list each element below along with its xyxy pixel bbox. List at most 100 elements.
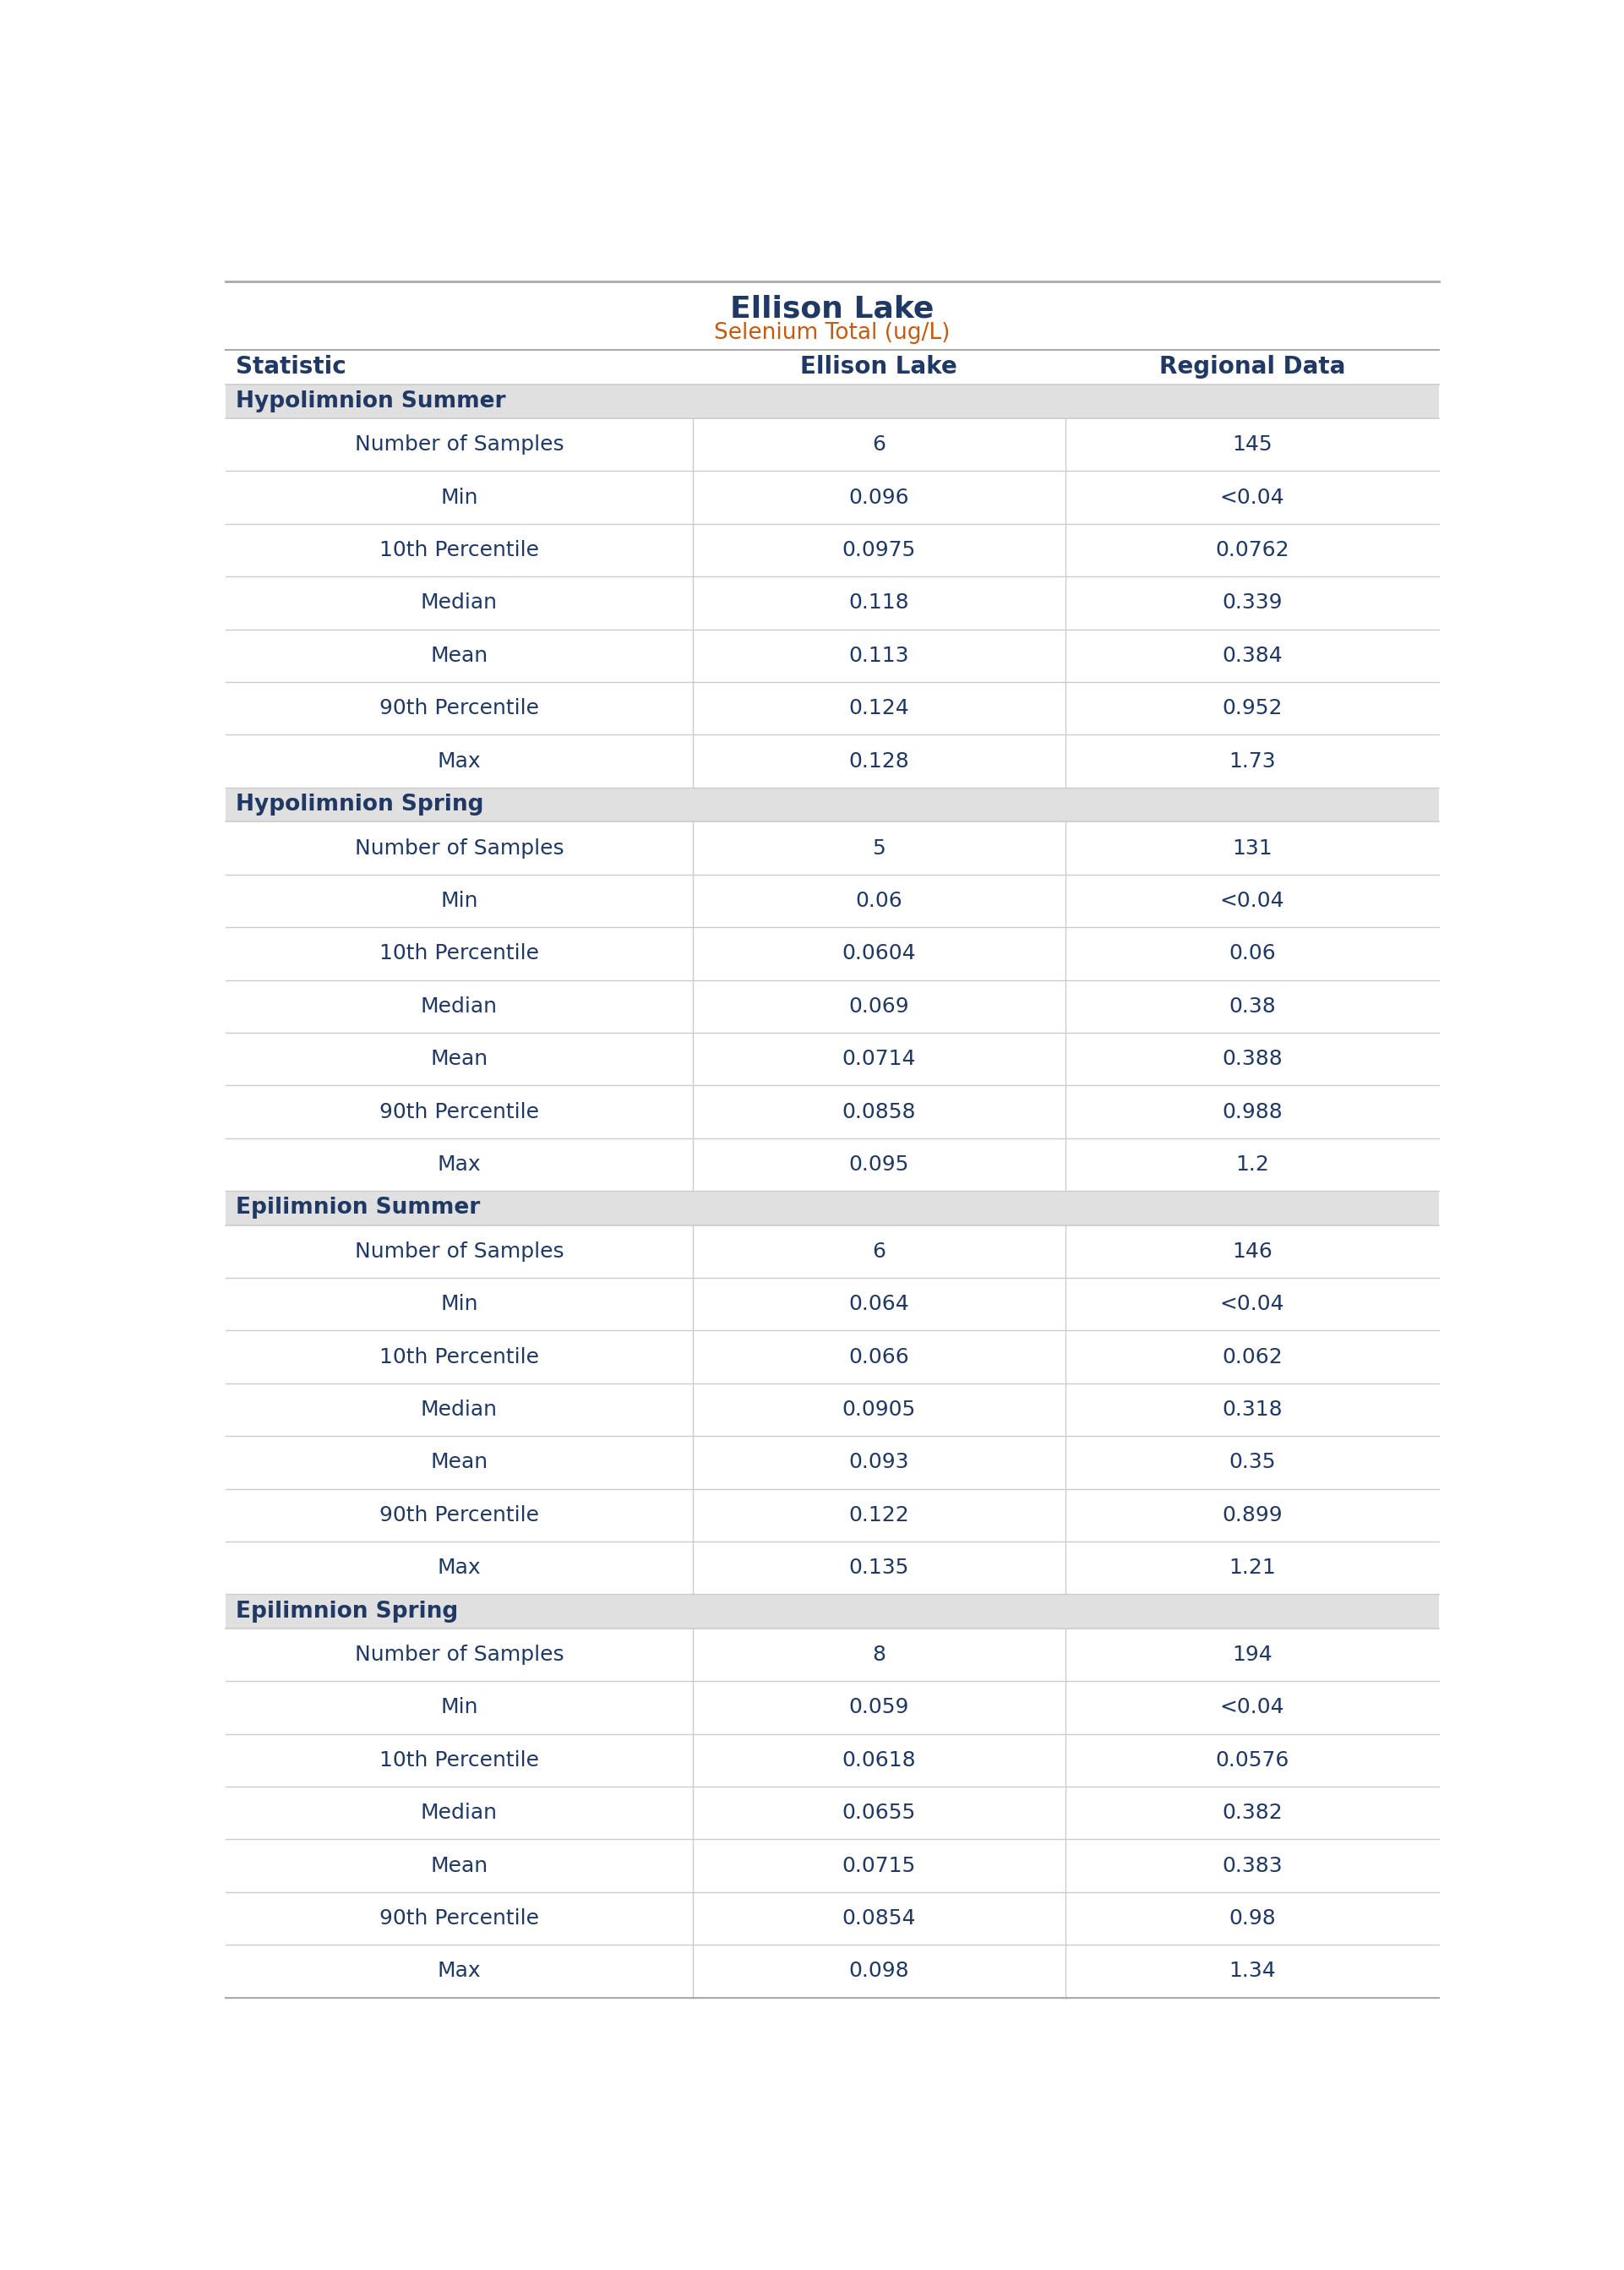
Text: <0.04: <0.04	[1220, 1294, 1285, 1314]
Text: 0.0762: 0.0762	[1215, 540, 1289, 561]
Text: 1.34: 1.34	[1228, 1961, 1275, 1982]
Bar	[226, 1734, 1439, 1786]
Bar	[226, 577, 1439, 629]
Bar	[226, 822, 1439, 874]
Text: 145: 145	[1233, 434, 1272, 454]
Text: Median: Median	[421, 997, 497, 1017]
Text: 10th Percentile: 10th Percentile	[380, 944, 539, 965]
Text: 0.0604: 0.0604	[841, 944, 916, 965]
Text: 6: 6	[872, 1242, 885, 1262]
Text: 1.2: 1.2	[1236, 1155, 1268, 1174]
Bar	[226, 1330, 1439, 1382]
Text: Hypolimnion Summer: Hypolimnion Summer	[235, 390, 505, 413]
Text: Number of Samples: Number of Samples	[354, 434, 564, 454]
Text: 0.383: 0.383	[1221, 1855, 1283, 1875]
Text: 90th Percentile: 90th Percentile	[380, 1909, 539, 1930]
Bar	[226, 1437, 1439, 1489]
Text: 0.059: 0.059	[849, 1698, 909, 1718]
Bar	[226, 524, 1439, 577]
Bar	[226, 1226, 1439, 1278]
Text: 0.093: 0.093	[849, 1453, 909, 1473]
Text: Regional Data: Regional Data	[1160, 356, 1345, 379]
Text: 0.0655: 0.0655	[843, 1802, 916, 1823]
Bar	[226, 418, 1439, 472]
Bar	[226, 1137, 1439, 1192]
Text: 10th Percentile: 10th Percentile	[380, 1750, 539, 1771]
Bar	[226, 1628, 1439, 1682]
Text: 0.0858: 0.0858	[843, 1101, 916, 1121]
Bar	[226, 1278, 1439, 1330]
Text: 0.062: 0.062	[1221, 1346, 1283, 1367]
Bar	[226, 1786, 1439, 1839]
Text: 131: 131	[1233, 838, 1272, 858]
Text: 0.113: 0.113	[849, 645, 909, 665]
Text: 0.066: 0.066	[849, 1346, 909, 1367]
Text: <0.04: <0.04	[1220, 890, 1285, 910]
Bar	[226, 1382, 1439, 1437]
Bar	[226, 1192, 1439, 1226]
Text: Min: Min	[440, 890, 477, 910]
Text: <0.04: <0.04	[1220, 488, 1285, 508]
Text: 0.128: 0.128	[849, 751, 909, 772]
Text: Max: Max	[437, 1557, 481, 1578]
Bar	[226, 629, 1439, 681]
Text: Number of Samples: Number of Samples	[354, 1646, 564, 1664]
Bar	[226, 681, 1439, 735]
Text: 146: 146	[1233, 1242, 1272, 1262]
Text: 10th Percentile: 10th Percentile	[380, 1346, 539, 1367]
Text: Min: Min	[440, 1698, 477, 1718]
Text: 0.0975: 0.0975	[843, 540, 916, 561]
Bar	[226, 735, 1439, 788]
Bar	[226, 1541, 1439, 1594]
Text: 0.899: 0.899	[1221, 1505, 1283, 1525]
Bar	[226, 1033, 1439, 1085]
Text: Median: Median	[421, 592, 497, 613]
Text: 0.988: 0.988	[1221, 1101, 1283, 1121]
Text: 194: 194	[1233, 1646, 1272, 1664]
Bar	[226, 1839, 1439, 1893]
Text: Number of Samples: Number of Samples	[354, 1242, 564, 1262]
Text: 10th Percentile: 10th Percentile	[380, 540, 539, 561]
Text: 90th Percentile: 90th Percentile	[380, 1101, 539, 1121]
Text: 90th Percentile: 90th Percentile	[380, 699, 539, 720]
Text: 8: 8	[872, 1646, 885, 1664]
Text: Min: Min	[440, 1294, 477, 1314]
Text: Epilimnion Summer: Epilimnion Summer	[235, 1196, 481, 1219]
Bar	[226, 472, 1439, 524]
Bar	[226, 384, 1439, 418]
Bar	[226, 874, 1439, 926]
Text: Hypolimnion Spring: Hypolimnion Spring	[235, 794, 484, 815]
Bar	[226, 788, 1439, 822]
Text: 0.124: 0.124	[849, 699, 909, 720]
Text: 0.0715: 0.0715	[843, 1855, 916, 1875]
Text: 0.122: 0.122	[849, 1505, 909, 1525]
Text: Max: Max	[437, 751, 481, 772]
Text: 0.339: 0.339	[1221, 592, 1283, 613]
Text: Ellison Lake: Ellison Lake	[801, 356, 958, 379]
Text: 0.095: 0.095	[849, 1155, 909, 1174]
Text: 0.06: 0.06	[1228, 944, 1275, 965]
Text: Max: Max	[437, 1155, 481, 1174]
Text: 1.21: 1.21	[1228, 1557, 1275, 1578]
Text: 0.135: 0.135	[849, 1557, 909, 1578]
Text: 0.096: 0.096	[849, 488, 909, 508]
Text: Number of Samples: Number of Samples	[354, 838, 564, 858]
Text: 0.388: 0.388	[1221, 1049, 1283, 1069]
Text: 0.98: 0.98	[1228, 1909, 1275, 1930]
Bar	[226, 926, 1439, 981]
Text: 90th Percentile: 90th Percentile	[380, 1505, 539, 1525]
Text: 0.318: 0.318	[1221, 1401, 1283, 1419]
Text: 0.098: 0.098	[849, 1961, 909, 1982]
Text: 0.382: 0.382	[1221, 1802, 1283, 1823]
Text: Selenium Total (ug/L): Selenium Total (ug/L)	[715, 322, 950, 343]
Bar	[226, 1945, 1439, 1998]
Text: 1.73: 1.73	[1229, 751, 1275, 772]
Text: 0.0854: 0.0854	[843, 1909, 916, 1930]
Text: Ellison Lake: Ellison Lake	[731, 295, 934, 322]
Text: 0.0714: 0.0714	[843, 1049, 916, 1069]
Bar	[226, 981, 1439, 1033]
Text: 0.06: 0.06	[856, 890, 903, 910]
Text: Statistic: Statistic	[235, 356, 346, 379]
Bar	[226, 1682, 1439, 1734]
Text: 0.38: 0.38	[1228, 997, 1275, 1017]
